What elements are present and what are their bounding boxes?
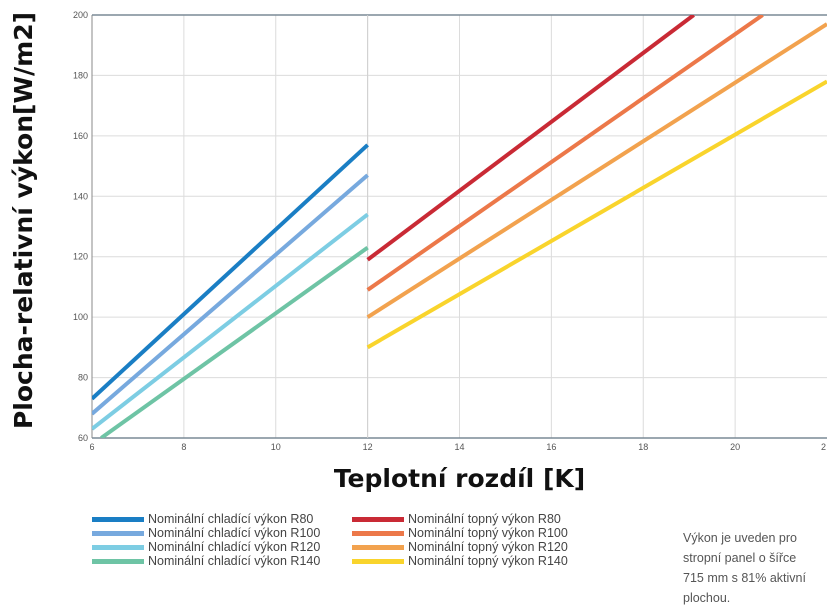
- note-line: plochou.: [683, 591, 731, 605]
- series-line: [366, 15, 764, 292]
- legend-swatch: [352, 530, 404, 536]
- legend-label: Nominální chladící výkon R100: [148, 526, 321, 540]
- series-line: [100, 246, 369, 438]
- legend-label: Nominální topný výkon R80: [408, 512, 561, 526]
- legend-item-heating-r140: Nominální topný výkon R140: [352, 554, 568, 568]
- legend-cooling: Nominální chladící výkon R80 Nominální c…: [92, 512, 320, 568]
- legend-heating: Nominální topný výkon R80 Nominální topn…: [352, 512, 568, 568]
- note-line: 715 mm s 81% aktivní: [683, 571, 806, 585]
- legend-label: Nominální topný výkon R120: [408, 540, 568, 554]
- chart: 60 80 100 120 140 160 180 200 6 8 10 12 14 16 18 20 2: [73, 10, 827, 452]
- legend-item-heating-r100: Nominální topný výkon R100: [352, 526, 568, 540]
- y-tick-label: 140: [73, 191, 88, 201]
- note-line: Výkon je uveden pro: [683, 531, 797, 545]
- y-axis-title: Plocha-relativní výkon[W/m2]: [9, 11, 39, 429]
- note-line: stropní panel o šířce: [683, 551, 797, 565]
- note-text: Výkon je uveden pro stropní panel o šířc…: [683, 528, 827, 608]
- legend-label: Nominální chladící výkon R80: [148, 512, 314, 526]
- series-line: [366, 15, 695, 262]
- legend-label: Nominální chladící výkon R120: [148, 540, 321, 554]
- series-line: [92, 173, 369, 416]
- x-tick-label: 16: [546, 442, 556, 452]
- legend-swatch: [92, 558, 144, 564]
- legend-swatch: [92, 544, 144, 550]
- legend-swatch: [352, 544, 404, 550]
- legend-item-heating-r120: Nominální topný výkon R120: [352, 540, 568, 554]
- legend-label: Nominální chladící výkon R140: [148, 554, 321, 568]
- legend-swatch: [92, 530, 144, 536]
- series-line: [92, 212, 369, 431]
- legend-item-cooling-r140: Nominální chladící výkon R140: [92, 554, 320, 568]
- y-tick-label: 160: [73, 131, 88, 141]
- y-tick-label: 80: [78, 373, 88, 383]
- series-line: [92, 143, 369, 401]
- x-tick-label: 6: [89, 442, 94, 452]
- legend-item-cooling-r120: Nominální chladící výkon R120: [92, 540, 320, 554]
- x-tick-label: 14: [454, 442, 464, 452]
- y-axis-title-box: Plocha-relativní výkon[W/m2]: [4, 0, 44, 440]
- series-line: [366, 22, 827, 319]
- legend-swatch: [92, 516, 144, 522]
- y-tick-label: 180: [73, 70, 88, 80]
- x-tick-label: 2: [821, 442, 826, 452]
- legend-item-heating-r80: Nominální topný výkon R80: [352, 512, 568, 526]
- legend-item-cooling-r100: Nominální chladící výkon R100: [92, 526, 320, 540]
- y-tick-label: 100: [73, 312, 88, 322]
- legend-label: Nominální topný výkon R100: [408, 526, 568, 540]
- x-tick-label: 20: [730, 442, 740, 452]
- series-line: [366, 79, 827, 350]
- legend-label: Nominální topný výkon R140: [408, 554, 568, 568]
- x-axis-title: Teplotní rozdíl [K]: [333, 464, 586, 493]
- x-tick-label: 12: [363, 442, 373, 452]
- legend-swatch: [352, 558, 404, 564]
- x-tick-label: 8: [181, 442, 186, 452]
- x-tick-label: 18: [638, 442, 648, 452]
- y-tick-label: 120: [73, 252, 88, 262]
- legend-item-cooling-r80: Nominální chladící výkon R80: [92, 512, 320, 526]
- y-tick-label: 60: [78, 433, 88, 443]
- x-tick-label: 10: [271, 442, 281, 452]
- legend-swatch: [352, 516, 404, 522]
- y-tick-label: 200: [73, 10, 88, 20]
